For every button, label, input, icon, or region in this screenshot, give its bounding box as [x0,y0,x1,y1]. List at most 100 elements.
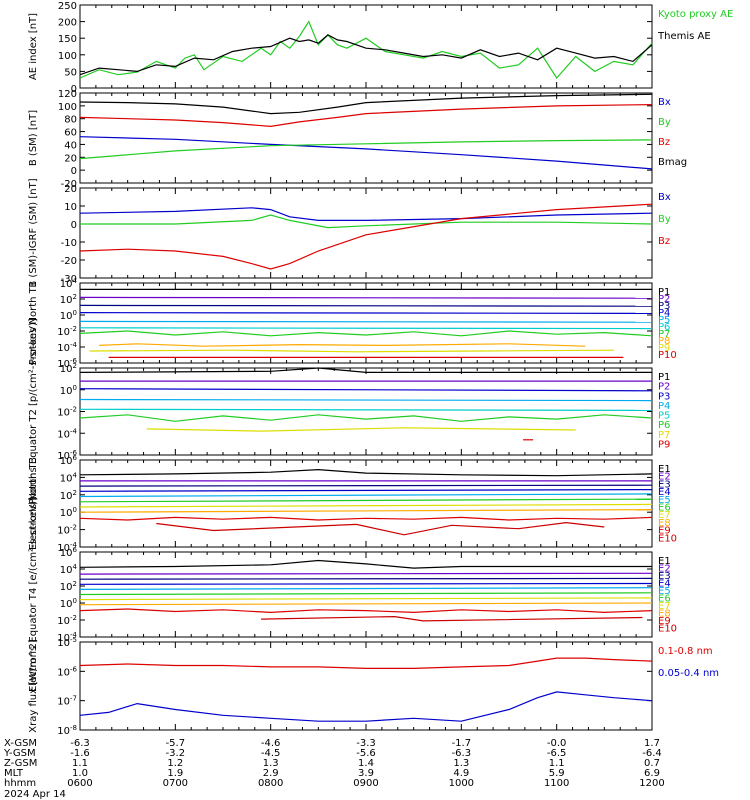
y-tick-label: 80 [64,115,77,126]
legend-label: P3 [658,391,670,402]
series-line [80,214,653,229]
series-line [79,516,653,521]
series-line [79,203,653,270]
series-line [79,296,653,299]
series-line [79,608,653,614]
y-axis-label: Xray flux [W/m^2] [28,639,39,733]
ephem-value: 1.9 [167,768,183,779]
legend-label: P6 [658,420,670,431]
series-line [79,657,653,670]
legend-label: P10 [658,350,677,361]
y-tick-label: 10-6 [57,665,77,678]
series-line [79,312,653,314]
y-axis-label: Protons Equator T2 [p/(cm²-s-sr-keV)] [28,318,39,505]
legend-label: Kyoto proxy AE [658,9,733,20]
ephem-value: -1.7 [452,738,472,749]
legend-label: E10 [658,533,677,544]
series-line [79,320,653,323]
legend-label: E5 [658,495,671,506]
legend-label: P2 [658,294,670,305]
ephem-value: -6.3 [70,738,90,749]
series-line [79,408,653,411]
y-tick-label: 100 [58,102,77,113]
legend-label: Themis AE [657,31,711,42]
series-line [156,521,605,536]
legend-label: E4 [658,579,671,590]
series-line [79,559,652,569]
legend-label: 0.05-0.4 nm [658,668,719,679]
series-line [79,587,653,591]
y-tick-label: 10 [64,202,77,213]
ephem-value: -1.6 [70,748,90,759]
legend-label: E7 [658,510,671,521]
y-tick-label: 100 [60,597,77,610]
ephem-value: -6.5 [547,748,567,759]
y-tick-label: -20 [61,179,77,190]
legend-label: P6 [658,322,670,333]
series-line [79,414,653,422]
y-tick-label: 50 [64,67,77,78]
legend-label: P5 [658,411,670,422]
ephem-value: 4.9 [453,768,469,779]
y-tick-label: 100 [60,384,77,397]
legend-label: E5 [658,586,671,597]
ephem-value: 1.3 [453,758,469,769]
ephem-value: -5.6 [356,748,376,759]
ephem-value: 1.7 [644,738,660,749]
y-tick-label: 102 [60,293,77,306]
legend-label: P9 [658,439,670,450]
series-line [79,327,653,330]
series-line [79,20,653,79]
legend-label: E9 [658,526,671,537]
series-line [79,498,653,503]
legend-label: P9 [658,343,670,354]
ephem-value: 1200 [639,778,664,789]
ephem-label: X-GSM [4,738,37,749]
series-line [79,577,653,580]
legend-label: Bmag [658,157,687,168]
series-line [79,136,653,170]
plot-frame [79,641,653,731]
legend-label: E10 [658,624,677,635]
series-line [79,582,653,585]
ephem-label: Z-GSM [4,758,37,769]
legend-label: E8 [658,518,671,529]
ephem-value: 1.1 [72,758,88,769]
ephem-value: 1000 [449,778,474,789]
series-line [79,468,653,477]
legend-label: E3 [658,479,671,490]
series-line [79,139,653,160]
ephem-label: Y-GSM [3,748,36,759]
date-label: 2024 Apr 14 [4,789,66,800]
legend-label: E6 [658,594,671,605]
y-tick-label: 100 [60,506,77,519]
y-tick-label: 104 [60,471,78,484]
y-tick-label: -10 [61,238,77,249]
ephem-value: 1.4 [358,758,374,769]
ephem-value: -6.3 [452,748,472,759]
y-axis-label: B (SM)-IGRF (SM) [nT] [28,178,39,287]
y-tick-label: 10-4 [57,341,77,354]
legend-label: Bx [658,97,671,108]
y-tick-label: 20 [64,184,77,195]
y-tick-label: 10-2 [57,325,77,338]
series-line [146,427,576,432]
panel-3: -30 -20 -10 0 10 20 B (SM)-IGRF (SM) [nT] Bx By B… [28,178,671,287]
legend-label: By [658,117,671,128]
legend-label: P5 [658,315,670,326]
series-line [79,484,653,487]
y-tick-label: 106 [60,546,78,559]
legend-label: E6 [658,503,671,514]
y-tick-label: 10-8 [57,724,77,737]
y-tick-label: 102 [60,489,77,502]
series-line [79,691,653,722]
legend-label: E9 [658,616,671,627]
ephem-value: 1.1 [549,758,565,769]
ephem-value: 0.7 [644,758,660,769]
panel-8: 10-8 10-7 10-6 10-5 Xray flux [W/m^2] 0.1-0.8… [28,636,719,737]
series-line [79,602,653,606]
ephem-value: 3.9 [358,768,374,779]
ephem-value: -6.4 [642,748,662,759]
